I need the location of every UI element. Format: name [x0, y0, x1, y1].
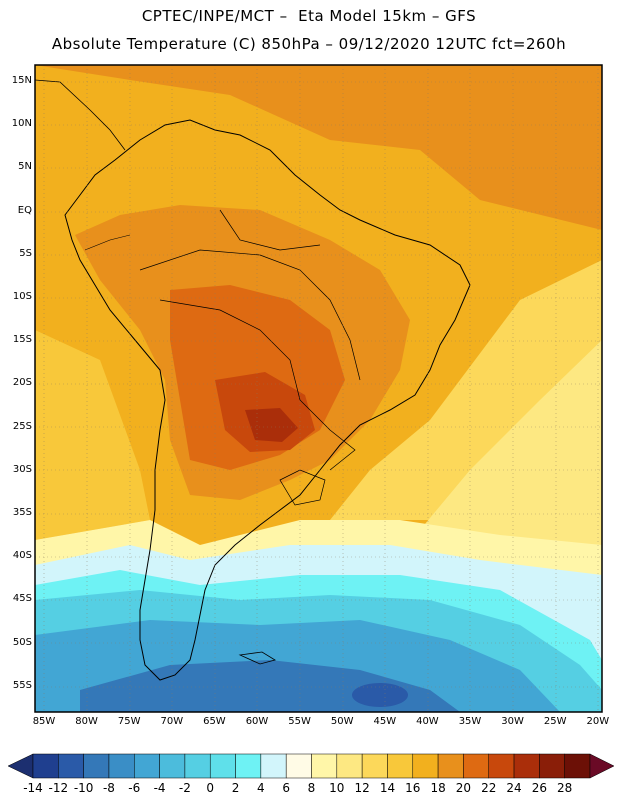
latitude-label: 15N	[11, 75, 32, 86]
colorbar-label: 2	[231, 781, 240, 795]
longitude-label: 50W	[330, 716, 354, 727]
colorbar-swatch	[159, 753, 186, 779]
latitude-label: 45S	[12, 593, 32, 605]
colorbar-label: 4	[257, 781, 265, 795]
longitude-label: 35W	[458, 716, 482, 727]
colorbar-swatch	[285, 753, 312, 779]
colorbar-swatch	[108, 753, 135, 779]
longitude-label: 80W	[75, 716, 98, 727]
colorbar-under-triangle	[7, 753, 34, 779]
cold-core	[352, 683, 408, 707]
colorbar-swatch	[235, 753, 262, 779]
colorbar-label: 28	[557, 781, 573, 795]
border-line	[159, 299, 301, 401]
latitude-label: 5N	[18, 161, 32, 173]
falklands-outline	[238, 651, 277, 665]
latitude-label: 25S	[12, 420, 32, 432]
colorbar-label: 10	[329, 781, 345, 795]
latitude-label: 35S	[12, 507, 32, 518]
colorbar-label: 8	[307, 781, 316, 795]
longitude-label: 45W	[373, 716, 397, 727]
colorbar-swatch	[361, 753, 388, 779]
colorbar-swatch	[260, 753, 287, 779]
longitude-label: 55W	[288, 716, 311, 727]
longitude-label: 85W	[32, 716, 56, 727]
longitude-label: 20W	[586, 716, 610, 727]
longitude-label: 75W	[117, 716, 141, 727]
colorbar-swatch	[336, 753, 363, 779]
colorbar-swatch	[311, 753, 338, 779]
longitude-label: 70W	[160, 716, 184, 727]
latitude-label: 10N	[11, 118, 32, 130]
map-frame	[34, 64, 603, 713]
colorbar-swatch	[539, 753, 565, 779]
latitude-label: EQ	[17, 204, 32, 216]
latitude-label: 20S	[12, 377, 32, 389]
colorbar-swatch	[134, 753, 160, 779]
uruguay-outline	[279, 469, 326, 506]
grid-lines	[35, 65, 602, 712]
latitude-label: 15S	[12, 334, 32, 346]
colorbar-swatch	[488, 753, 515, 779]
colorbar-label: -14	[23, 781, 43, 795]
colorbar-label: 24	[506, 781, 522, 795]
colorbar-swatch	[513, 753, 540, 779]
colorbar-swatch	[209, 753, 236, 779]
colorbar-swatch	[387, 753, 414, 779]
colorbar-swatch	[437, 753, 464, 779]
colorbar-label: -6	[128, 781, 141, 795]
colorbar-label: -4	[153, 781, 166, 795]
colorbar-label: -10	[73, 781, 94, 795]
colorbar-swatch	[564, 753, 591, 779]
colorbar-label: 16	[405, 781, 421, 795]
colorbar-label: -8	[102, 781, 115, 795]
latitude-label: 10S	[12, 291, 32, 302]
colorbar-label: 22	[481, 781, 497, 795]
colorbar-swatch	[58, 753, 84, 779]
atlantic-light-yellow	[420, 340, 602, 560]
colorbar-label: 18	[430, 781, 446, 795]
north-warm-band	[35, 65, 602, 230]
border-line	[219, 209, 321, 251]
latitude-label: 55S	[12, 679, 32, 691]
colorbar	[7, 753, 615, 779]
colorbar-label: 0	[206, 781, 215, 795]
longitude-label: 65W	[203, 716, 226, 727]
colorbar-label: 6	[282, 781, 290, 795]
colorbar-label: 14	[379, 781, 396, 795]
latitude-label: 50S	[12, 636, 32, 648]
temperature-field	[35, 65, 602, 712]
latitude-label: 5S	[19, 247, 32, 259]
colorbar-label: -12	[48, 781, 69, 795]
colorbar-label: 26	[531, 781, 547, 795]
longitude-label: 40W	[416, 716, 439, 727]
colorbar-over-triangle	[589, 753, 615, 779]
colorbar-swatch	[412, 753, 439, 779]
colorbar-swatch	[463, 753, 489, 779]
colorbar-swatch	[184, 753, 211, 779]
longitude-label: 30W	[501, 716, 524, 727]
continent-outline	[64, 119, 471, 681]
longitude-label: 25W	[543, 716, 567, 727]
border-line	[84, 234, 131, 251]
latitude-label: 40S	[12, 550, 32, 562]
colorbar-label: 12	[354, 781, 370, 795]
central-america-outline	[35, 79, 126, 151]
latitude-label: 30S	[12, 463, 32, 475]
pacific-yellow	[35, 330, 150, 540]
colorbar-label: 20	[455, 781, 472, 795]
colorbar-label: -2	[178, 781, 191, 795]
border-line	[299, 399, 356, 471]
chart-title-line-1: CPTEC/INPE/MCT – Eta Model 15km – GFS	[141, 7, 477, 25]
chaco-core	[245, 408, 298, 442]
chart-title-line-2: Absolute Temperature (C) 850hPa – 09/12/…	[51, 35, 567, 53]
colorbar-swatch	[32, 753, 59, 779]
colorbar-swatch	[83, 753, 110, 779]
longitude-label: 60W	[245, 716, 269, 727]
